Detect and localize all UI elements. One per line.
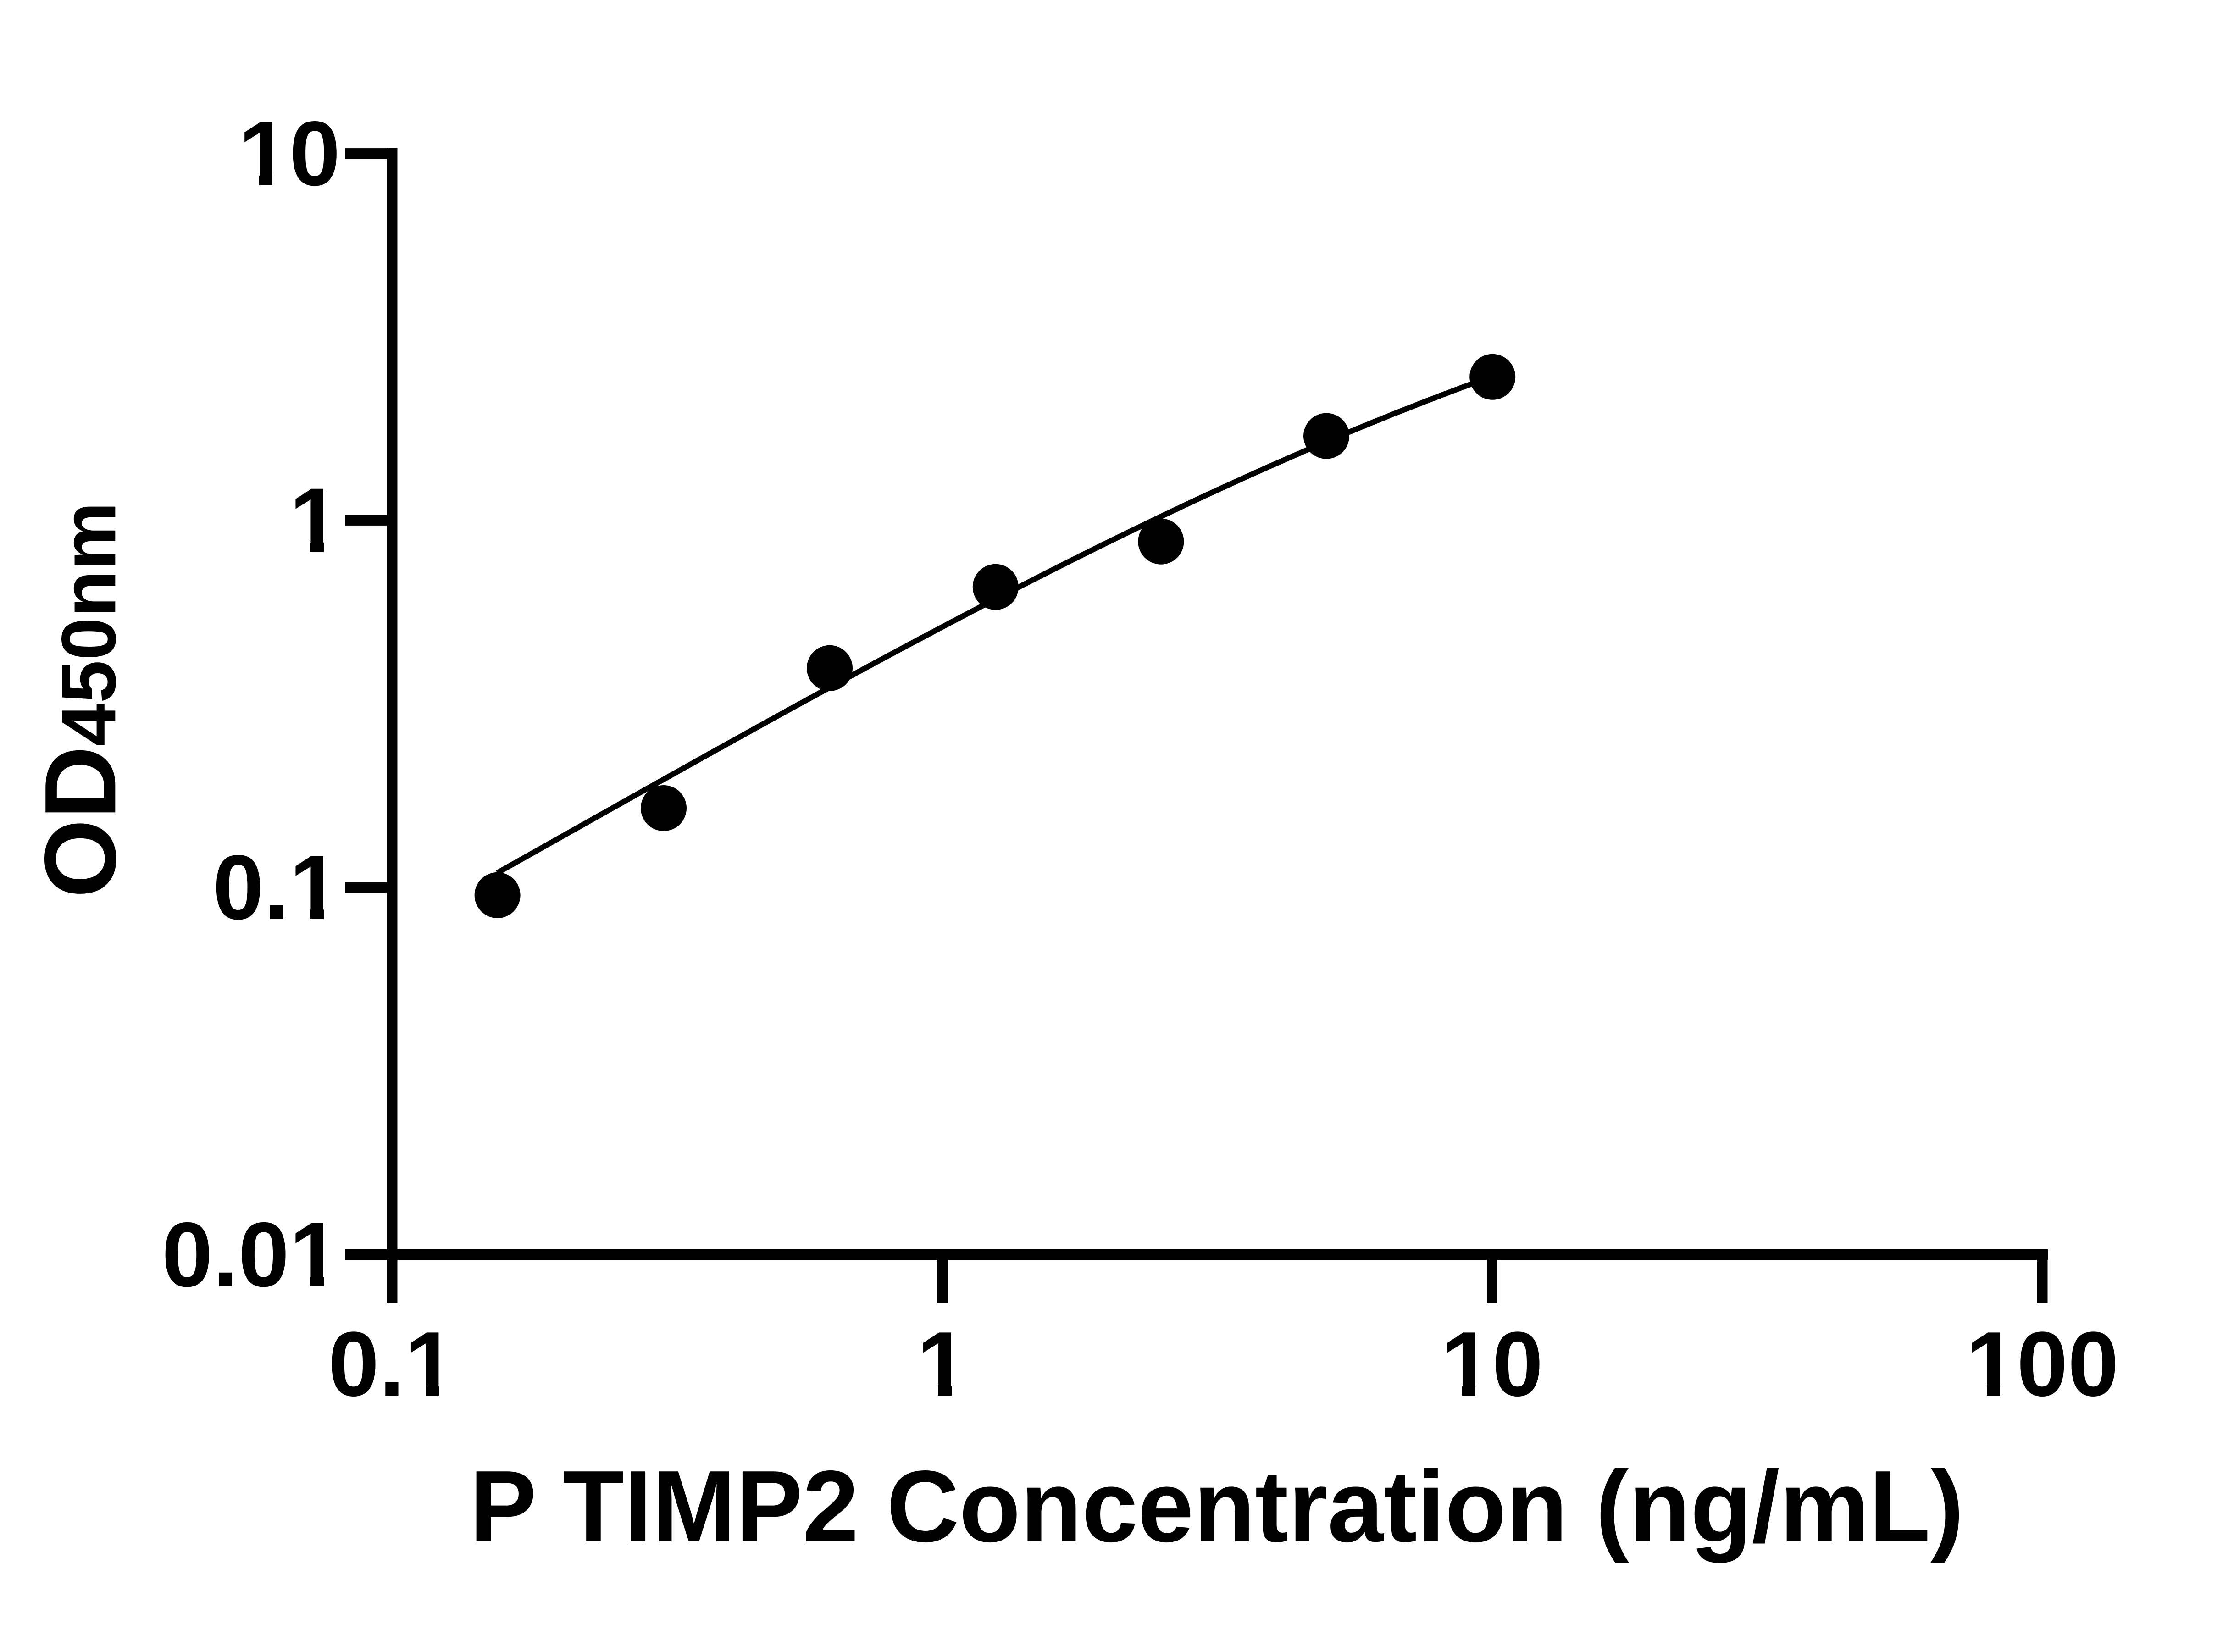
svg-text:0.1: 0.1 <box>213 837 340 939</box>
svg-text:1: 1 <box>289 469 340 571</box>
svg-text:100: 100 <box>1966 1313 2119 1415</box>
svg-text:10: 10 <box>238 103 340 205</box>
svg-text:10: 10 <box>1441 1313 1543 1415</box>
svg-text:P TIMP2 Concentration (ng/mL): P TIMP2 Concentration (ng/mL) <box>470 1450 1964 1563</box>
svg-text:0.01: 0.01 <box>162 1204 340 1306</box>
svg-text:0.1: 0.1 <box>328 1313 455 1415</box>
svg-text:1: 1 <box>917 1313 968 1415</box>
